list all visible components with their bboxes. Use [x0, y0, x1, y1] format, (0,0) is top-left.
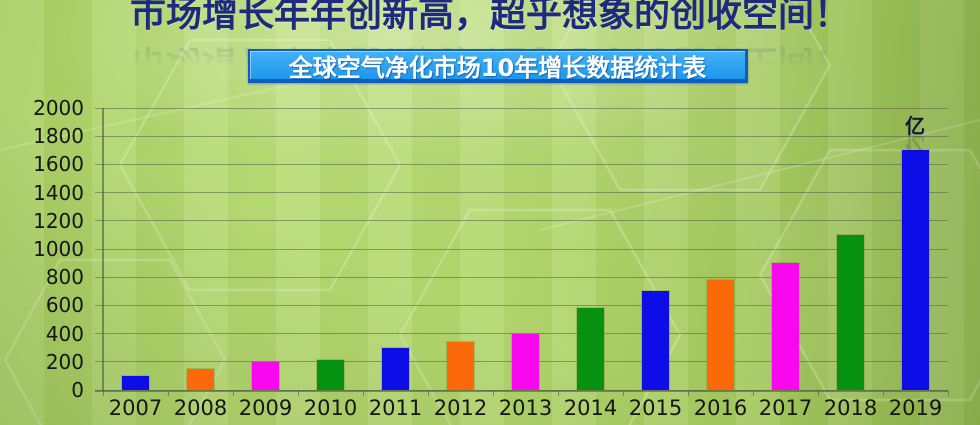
bar-2016: [707, 280, 734, 390]
x-axis-tick: [818, 391, 819, 396]
y-tick-label-0: 0: [71, 378, 84, 402]
unit-label: 亿: [905, 114, 925, 138]
y-tick-label-1000: 1000: [33, 237, 84, 261]
y-tick-label-1600: 1600: [33, 152, 84, 177]
bar-2009: [252, 362, 279, 390]
x-axis-tick: [428, 391, 429, 396]
x-axis-tick: [558, 391, 559, 396]
x-tick-label-2010: 2010: [303, 396, 358, 420]
gridline-1000: [95, 248, 948, 250]
x-tick-label-2011: 2011: [368, 396, 423, 420]
y-tick-label-800: 800: [45, 265, 84, 290]
x-tick-label-2019: 2019: [888, 396, 943, 420]
gridline-1200: [95, 220, 948, 222]
x-tick-label-2007: 2007: [108, 396, 163, 420]
x-axis-tick: [298, 391, 299, 396]
y-tick-label-1200: 1200: [33, 208, 84, 233]
x-axis-tick: [233, 391, 234, 396]
bar-2011: [382, 348, 409, 390]
y-tick-label-600: 600: [45, 293, 84, 318]
chart-title-banner: 全球空气净化市场10年增长数据统计表: [248, 49, 748, 83]
bar-2017: [772, 263, 799, 390]
x-axis-tick: [688, 391, 689, 396]
page-title: 市场增长年年创新高，超乎想象的创收空间！: [129, 0, 850, 35]
x-axis-tick: [753, 391, 754, 396]
bar-2012: [447, 342, 474, 390]
bar-2019: [902, 150, 929, 390]
x-tick-label-2018: 2018: [823, 396, 878, 420]
x-axis-line: [95, 389, 948, 392]
x-axis-tick: [623, 391, 624, 396]
gridline-1600: [95, 163, 948, 165]
gridline-1400: [95, 192, 948, 194]
x-tick-label-2015: 2015: [628, 396, 683, 420]
x-tick-label-2014: 2014: [563, 396, 618, 420]
x-tick-label-2013: 2013: [498, 396, 553, 420]
gridline-2000: [95, 107, 948, 109]
x-axis-tick: [948, 391, 949, 396]
y-tick-label-1800: 1800: [33, 124, 84, 149]
gridline-800: [95, 276, 948, 278]
bar-2018: [837, 235, 864, 390]
gridline-400: [95, 333, 948, 335]
x-tick-label-2012: 2012: [433, 396, 488, 420]
bar-2014: [577, 308, 604, 390]
gridline-1800: [95, 135, 948, 137]
gridline-600: [95, 304, 948, 306]
x-tick-label-2009: 2009: [238, 396, 293, 420]
x-tick-label-2008: 2008: [173, 396, 228, 420]
bar-2013: [512, 334, 539, 390]
x-axis-tick: [883, 391, 884, 396]
chart-title-text: 全球空气净化市场10年增长数据统计表: [288, 53, 707, 82]
bar-2007: [122, 376, 149, 390]
bar-2015: [642, 291, 669, 390]
y-axis-line: [102, 108, 104, 391]
y-tick-label-200: 200: [45, 349, 84, 374]
y-tick-label-400: 400: [45, 321, 84, 346]
bar-2008: [187, 369, 214, 390]
bar-2010: [317, 360, 344, 390]
x-axis-tick: [168, 391, 169, 396]
x-axis-tick: [103, 391, 104, 396]
x-tick-label-2016: 2016: [693, 396, 748, 420]
y-tick-label-1400: 1400: [33, 180, 84, 205]
x-axis-tick: [363, 391, 364, 396]
y-tick-label-2000: 2000: [33, 96, 84, 120]
x-axis-tick: [493, 391, 494, 396]
x-tick-label-2017: 2017: [758, 396, 813, 420]
